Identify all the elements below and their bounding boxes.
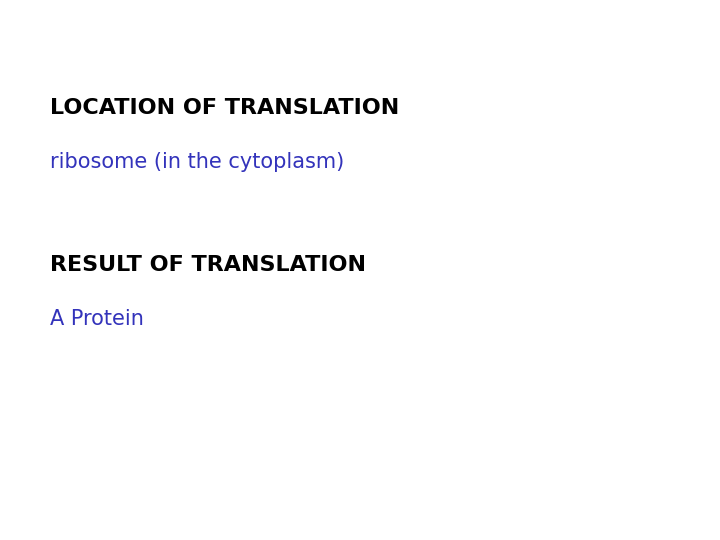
- Text: ribosome (in the cytoplasm): ribosome (in the cytoplasm): [50, 152, 345, 172]
- Text: LOCATION OF TRANSLATION: LOCATION OF TRANSLATION: [50, 98, 400, 118]
- Text: RESULT OF TRANSLATION: RESULT OF TRANSLATION: [50, 254, 366, 275]
- Text: A Protein: A Protein: [50, 308, 144, 329]
